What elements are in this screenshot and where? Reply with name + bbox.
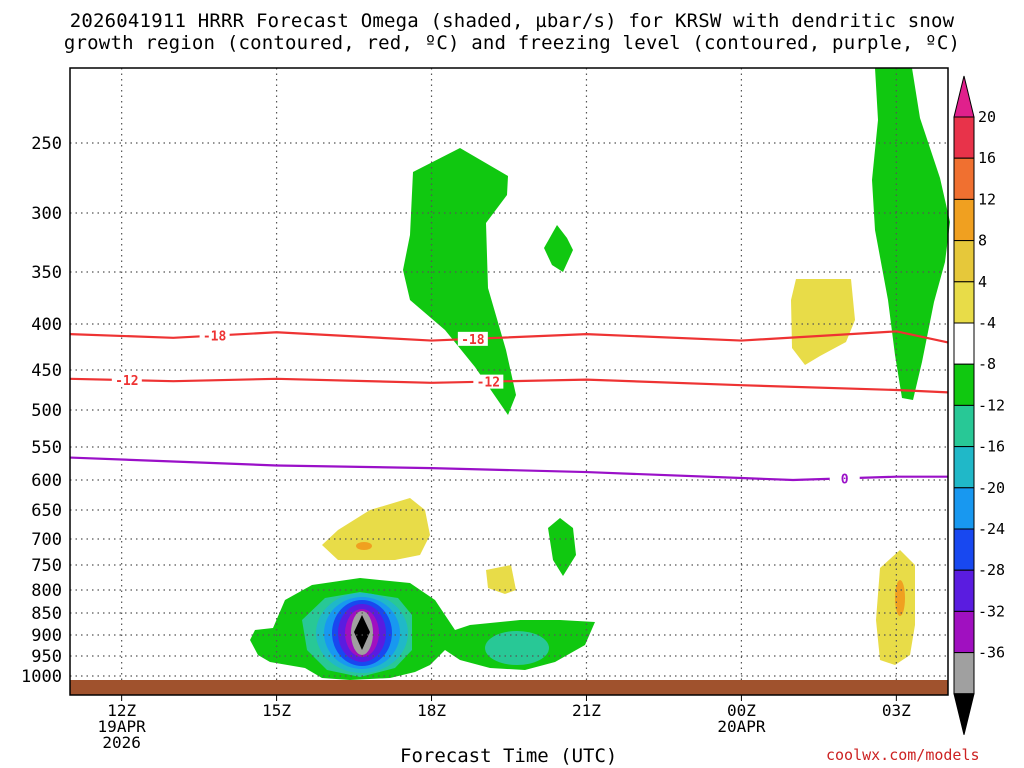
y-tick-label-750: 750 [31, 556, 62, 576]
colorbar-label-11: -28 [978, 561, 1005, 579]
colorbar-label-1: 16 [978, 149, 996, 167]
colorbar-label-2: 12 [978, 190, 996, 208]
contour-label-bg-0-0 [199, 328, 230, 343]
colorbar-bottom-arrow [953, 693, 975, 735]
contour-label-1-0: -12 [115, 374, 138, 389]
colorbar-swatch-7 [953, 404, 975, 448]
contour-label-bg-2-0 [829, 471, 860, 486]
colorbar-swatch-12 [953, 610, 975, 654]
x-tick-label-12-1: 19APR [98, 717, 147, 736]
colorbar-swatch-1 [953, 157, 975, 200]
y-tick-label-900: 900 [31, 626, 62, 646]
contour-label-bg-1-1 [473, 374, 504, 389]
contour-label-0-1: -18 [461, 333, 485, 348]
colorbar-label-5: -4 [978, 314, 996, 332]
chart-title-line-1: 2026041911 HRRR Forecast Omega (shaded, … [69, 10, 955, 32]
plot-frame [69, 67, 949, 696]
omega-region-green-lower [250, 578, 595, 680]
colorbar-label-0: 20 [978, 108, 996, 126]
contour-line-0 [69, 330, 949, 344]
x-tick-label-12-2: 2026 [102, 733, 141, 752]
colorbar-label-12: -32 [978, 602, 1005, 620]
omega-region-yellow-small [486, 565, 516, 594]
colorbar-label-6: -8 [978, 355, 996, 373]
contour-line-2 [69, 456, 948, 482]
colorbar-label-8: -16 [978, 438, 1005, 456]
omega-region-teal-right [485, 631, 549, 665]
contour-label-2-0: 0 [841, 472, 849, 487]
colorbar-label-4: 4 [978, 273, 987, 291]
y-axis-labels: 2503003504004505005506006507007508008509… [21, 134, 62, 687]
colorbar-label-7: -12 [978, 396, 1005, 414]
y-tick-label-500: 500 [31, 401, 62, 421]
x-tick-label-24-1: 20APR [717, 717, 766, 736]
y-tick-label-1000: 1000 [21, 667, 62, 687]
y-tick-label-250: 250 [31, 134, 62, 154]
y-tick-label-800: 800 [31, 581, 62, 601]
omega-region-yellow-upper-right [791, 279, 855, 365]
x-tick-label-27-0: 03Z [882, 701, 911, 720]
colorbar-label-13: -36 [978, 644, 1005, 662]
y-tick-label-850: 850 [31, 604, 62, 624]
y-tick-label-400: 400 [31, 315, 62, 335]
chart-title-line-2: growth region (contoured, red, ºC) and f… [63, 32, 961, 54]
y-tick-label-950: 950 [31, 647, 62, 667]
omega-region-green-upper [403, 148, 516, 415]
colorbar-swatch-11 [953, 569, 975, 612]
x-tick-label-15-0: 15Z [262, 701, 291, 720]
y-tick-label-350: 350 [31, 263, 62, 283]
colorbar-label-9: -20 [978, 479, 1005, 497]
colorbar-swatch-5 [953, 322, 975, 365]
omega-shaded-fills [250, 68, 950, 680]
y-tick-label-450: 450 [31, 361, 62, 381]
contour-label-bg-1-0 [111, 373, 142, 388]
credit-text: coolwx.com/models [826, 746, 980, 764]
colorbar-swatch-8 [953, 446, 975, 489]
omega-region-orange-right [895, 580, 905, 616]
colorbar-swatch-3 [953, 240, 975, 283]
colorbar-swatch-9 [953, 487, 975, 530]
omega-region-green-mid [548, 518, 576, 576]
ground-surface [70, 680, 948, 695]
y-tick-label-300: 300 [31, 204, 62, 224]
colorbar-swatch-6 [953, 363, 975, 406]
colorbar-swatch-4 [953, 281, 975, 324]
omega-region-orange-dot [356, 542, 372, 550]
contour-line-1 [69, 377, 949, 394]
omega-region-yellow-left [322, 498, 430, 560]
y-tick-label-650: 650 [31, 501, 62, 521]
x-axis-title: Forecast Time (UTC) [400, 745, 618, 767]
omega-region-yellow-lower-right [876, 550, 915, 665]
y-tick-label-700: 700 [31, 530, 62, 550]
contour-label-0-0: -18 [203, 330, 227, 345]
colorbar-top-arrow [953, 75, 975, 118]
y-tick-label-600: 600 [31, 471, 62, 491]
x-tick-label-18-0: 18Z [417, 701, 446, 720]
x-tick-label-24-0: 00Z [727, 701, 756, 720]
x-tick-label-12-0: 12Z [107, 701, 136, 720]
y-tick-label-550: 550 [31, 438, 62, 458]
colorbar-swatch-10 [953, 528, 975, 571]
colorbar-swatch-2 [953, 198, 975, 242]
contour-label-1-1: -12 [477, 376, 500, 391]
colorbar-swatch-0 [953, 116, 975, 159]
omega-region-green-right [872, 68, 950, 400]
omega-colorbar: 20 16 12 8 4 -4 -8 -12 -16 -20 -24 -28 -32 -36 [953, 75, 1005, 735]
x-tick-label-21-0: 21Z [572, 701, 601, 720]
colorbar-label-3: 8 [978, 232, 987, 250]
contour-label-bg-0-1 [457, 331, 488, 346]
temperature-contours: -18 -18 -12 -12 0 [69, 328, 949, 487]
omega-region-green-small [544, 225, 573, 272]
colorbar-swatch-13 [953, 652, 975, 695]
omega-region-black [354, 615, 370, 650]
colorbar-label-10: -24 [978, 520, 1005, 538]
